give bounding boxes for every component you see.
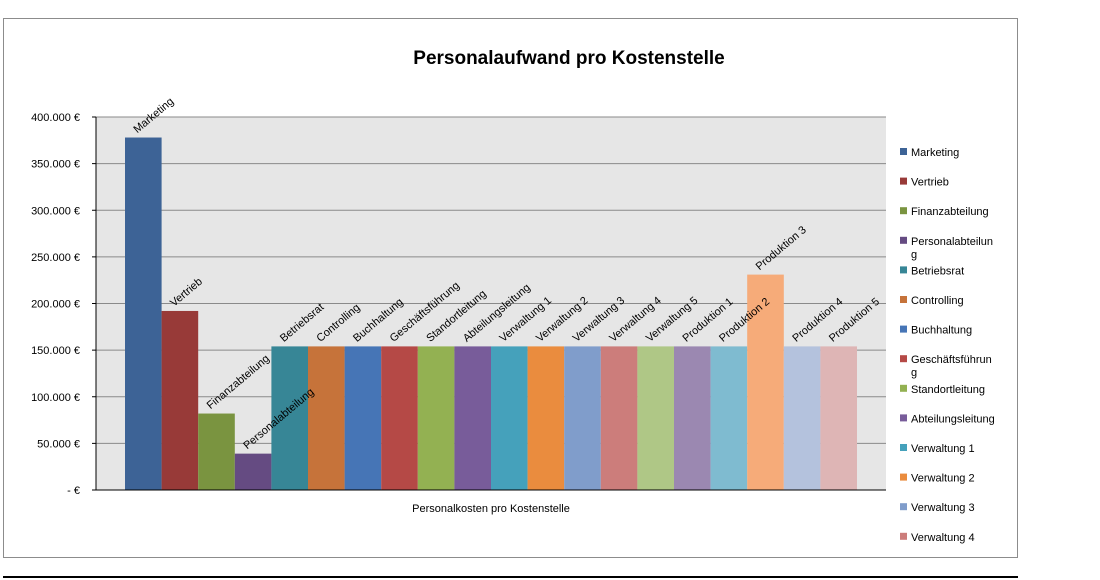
legend-label-verwaltung-1: Verwaltung 1 [911, 443, 975, 455]
bar-produktion-4 [783, 346, 821, 490]
bar-verwaltung-4 [600, 346, 638, 490]
legend-label-finanzabteilung: Finanzabteilung [911, 206, 989, 218]
y-tick-label: 100.000 € [31, 392, 80, 404]
legend-label-standortleitung: Standortleitung [911, 384, 985, 396]
legend-label-buchhaltung: Buchhaltung [911, 325, 972, 337]
legend-label-controlling: Controlling [911, 295, 964, 307]
y-tick-label: 50.000 € [37, 438, 80, 450]
bar-vertrieb [161, 310, 199, 490]
bar-personalabteilung [234, 453, 272, 490]
legend-label-betriebsrat: Betriebsrat [911, 265, 964, 277]
legend-label-verwaltung-4: Verwaltung 4 [911, 532, 975, 544]
bar-abteilungsleitung [454, 346, 491, 490]
legend-swatch-controlling [900, 296, 907, 303]
y-tick-label: - € [67, 485, 80, 497]
legend-swatch-verwaltung-1 [900, 444, 907, 451]
legend-swatch-geschaeftsfuehrung [900, 355, 907, 363]
legend-swatch-vertrieb [900, 177, 907, 185]
bar-standortleitung [417, 346, 455, 490]
y-tick-label: 400.000 € [31, 112, 80, 124]
bar-betriebsrat [271, 346, 308, 490]
chart-title: Personalaufwand pro Kostenstelle [413, 48, 724, 69]
legend-swatch-personalabteilung [900, 236, 907, 244]
bottom-rule [3, 576, 1018, 578]
y-tick-label: 250.000 € [31, 252, 80, 264]
legend-swatch-verwaltung-2 [900, 473, 907, 481]
legend-swatch-marketing [900, 148, 907, 155]
bar-produktion-5 [820, 346, 857, 490]
legend-label-verwaltung-2: Verwaltung 2 [911, 473, 975, 485]
bar-verwaltung-1 [491, 346, 528, 490]
legend-swatch-verwaltung-3 [900, 503, 907, 511]
legend-swatch-buchhaltung [900, 325, 907, 333]
bar-produktion-2 [710, 346, 748, 490]
y-tick-label: 150.000 € [31, 345, 80, 357]
legend-swatch-betriebsrat [900, 266, 907, 274]
legend-swatch-finanzabteilung [900, 207, 907, 215]
bars [125, 137, 857, 490]
legend-label-wrap: g [911, 249, 917, 261]
legend-label-geschaeftsfuehrung: Geschäftsführun [911, 354, 992, 366]
legend-label-verwaltung-3: Verwaltung 3 [911, 502, 975, 514]
y-tick-label: 350.000 € [31, 159, 80, 171]
legend-label-vertrieb: Vertrieb [911, 177, 949, 189]
legend-label-wrap: g [911, 367, 917, 379]
legend-swatch-abteilungsleitung [900, 414, 907, 422]
legend: Marketing Vertrieb Finanzabteilung Personal… [900, 147, 995, 544]
legend-label-abteilungsleitung: Abteilungsleitung [911, 413, 995, 425]
axes: - € 50.000 € 100.000 € 150.000 € 200.000 € 25… [31, 112, 886, 497]
bar-buchhaltung [344, 346, 382, 490]
bar-finanzabteilung [198, 413, 235, 490]
bar-verwaltung-5 [637, 346, 674, 490]
y-tick-label: 300.000 € [31, 205, 80, 217]
legend-label-personalabteilung: Personalabteilun [911, 236, 993, 248]
legend-swatch-verwaltung-4 [900, 532, 907, 540]
y-tick-label: 200.000 € [31, 299, 80, 311]
legend-label-marketing: Marketing [911, 147, 959, 159]
bar-produktion-3 [747, 274, 784, 490]
legend-swatch-standortleitung [900, 384, 907, 392]
x-axis-label: Personalkosten pro Kostenstelle [412, 503, 570, 515]
bar-geschaeftsfuehrung [381, 346, 418, 490]
bar-marketing [125, 137, 162, 490]
bar-verwaltung-2 [527, 346, 565, 490]
bar-verwaltung-3 [564, 346, 601, 490]
bar-controlling [308, 346, 345, 490]
bar-produktion-1 [674, 346, 711, 490]
